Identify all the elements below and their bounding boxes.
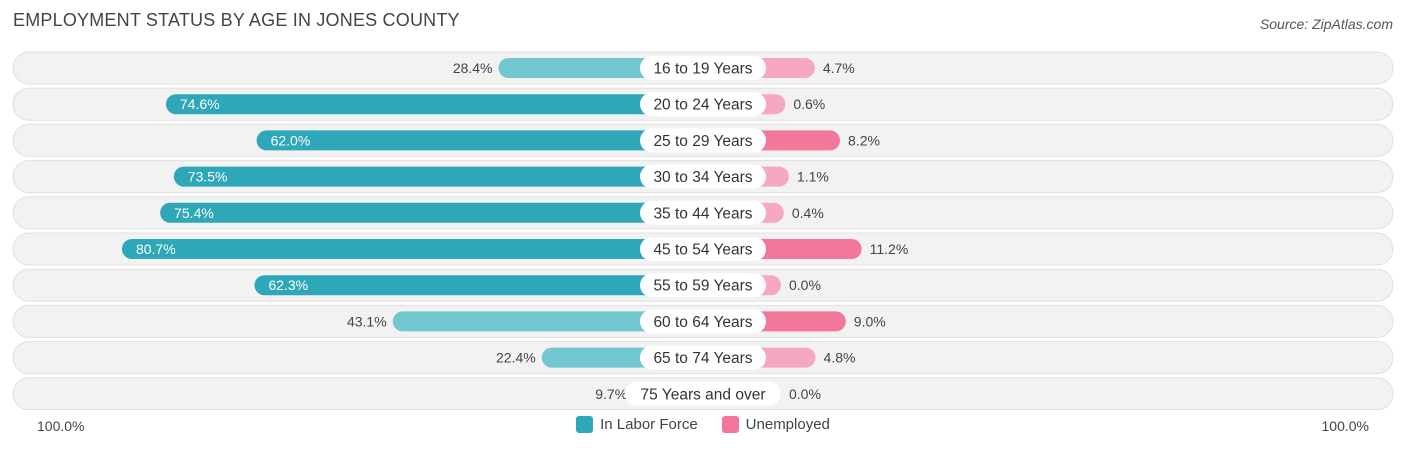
legend-item-labor[interactable]: In Labor Force (576, 416, 698, 433)
category-label: 75 Years and over (641, 386, 766, 403)
labor-value-label: 80.7% (136, 241, 176, 257)
category-label-pill (640, 237, 766, 261)
category-label: 45 to 54 Years (653, 242, 752, 259)
category-label: 25 to 29 Years (653, 133, 752, 150)
legend: In Labor Force Unemployed (0, 416, 1406, 433)
category-label: 60 to 64 Years (653, 314, 752, 331)
legend-swatch-labor (576, 416, 594, 433)
category-label-pill (640, 273, 766, 298)
labor-value-label: 74.6% (180, 96, 220, 112)
unemployed-value-label: 8.2% (848, 132, 880, 148)
unemployed-value-label: 4.8% (824, 350, 856, 366)
category-label-pill (640, 345, 766, 370)
category-label-pill (640, 200, 766, 225)
unemployed-value-label: 0.0% (789, 277, 821, 293)
labor-value-label: 75.4% (174, 205, 214, 221)
category-label-pill (625, 381, 781, 406)
labor-value-label: 28.4% (453, 60, 493, 76)
labor-value-label: 9.7% (595, 386, 627, 402)
legend-item-unemployed[interactable]: Unemployed (721, 416, 830, 433)
labor-value-label: 62.0% (271, 132, 311, 148)
labor-force-bar (165, 94, 703, 115)
unemployed-value-label: 4.7% (823, 60, 855, 76)
category-label: 30 to 34 Years (653, 169, 752, 186)
unemployed-value-label: 0.6% (793, 96, 825, 112)
diverging-bar-chart: 28.4% 4.7% 16 to 19 Years 74.6% 0.6% 20 to 24… (12, 51, 1394, 410)
category-label-pill (640, 128, 766, 153)
labor-force-bar (160, 202, 703, 223)
category-label-pill (640, 56, 766, 80)
axis-left-label: 100.0% (37, 418, 85, 434)
category-label: 55 to 59 Years (653, 278, 752, 295)
labor-value-label: 43.1% (347, 313, 387, 329)
category-label: 20 to 24 Years (653, 97, 752, 114)
labor-force-bar (392, 311, 703, 332)
labor-force-bar (121, 239, 703, 259)
category-label-pill (640, 309, 766, 334)
labor-force-bar (256, 130, 703, 151)
labor-value-label: 22.4% (496, 350, 536, 366)
legend-swatch-unemployed (721, 416, 739, 433)
unemployed-value-label: 0.4% (792, 205, 824, 221)
labor-force-bar (173, 166, 704, 187)
labor-value-label: 73.5% (188, 169, 228, 185)
labor-value-label: 62.3% (268, 277, 308, 293)
category-label: 65 to 74 Years (653, 350, 752, 367)
axis-right-label: 100.0% (1321, 418, 1369, 434)
unemployed-value-label: 11.2% (870, 241, 909, 257)
unemployed-value-label: 1.1% (797, 169, 829, 185)
legend-label-unemployed: Unemployed (745, 416, 830, 433)
labor-force-bar (254, 275, 703, 296)
category-label: 16 to 19 Years (653, 61, 752, 78)
category-label-pill (640, 92, 766, 117)
unemployed-value-label: 9.0% (854, 313, 886, 329)
legend-label-labor: In Labor Force (600, 416, 698, 433)
category-label: 35 to 44 Years (653, 205, 752, 222)
chart-title: EMPLOYMENT STATUS BY AGE IN JONES COUNTY (13, 10, 460, 30)
source-note: Source: ZipAtlas.com (1259, 16, 1393, 32)
category-label-pill (640, 164, 766, 189)
unemployed-value-label: 0.0% (789, 386, 821, 402)
